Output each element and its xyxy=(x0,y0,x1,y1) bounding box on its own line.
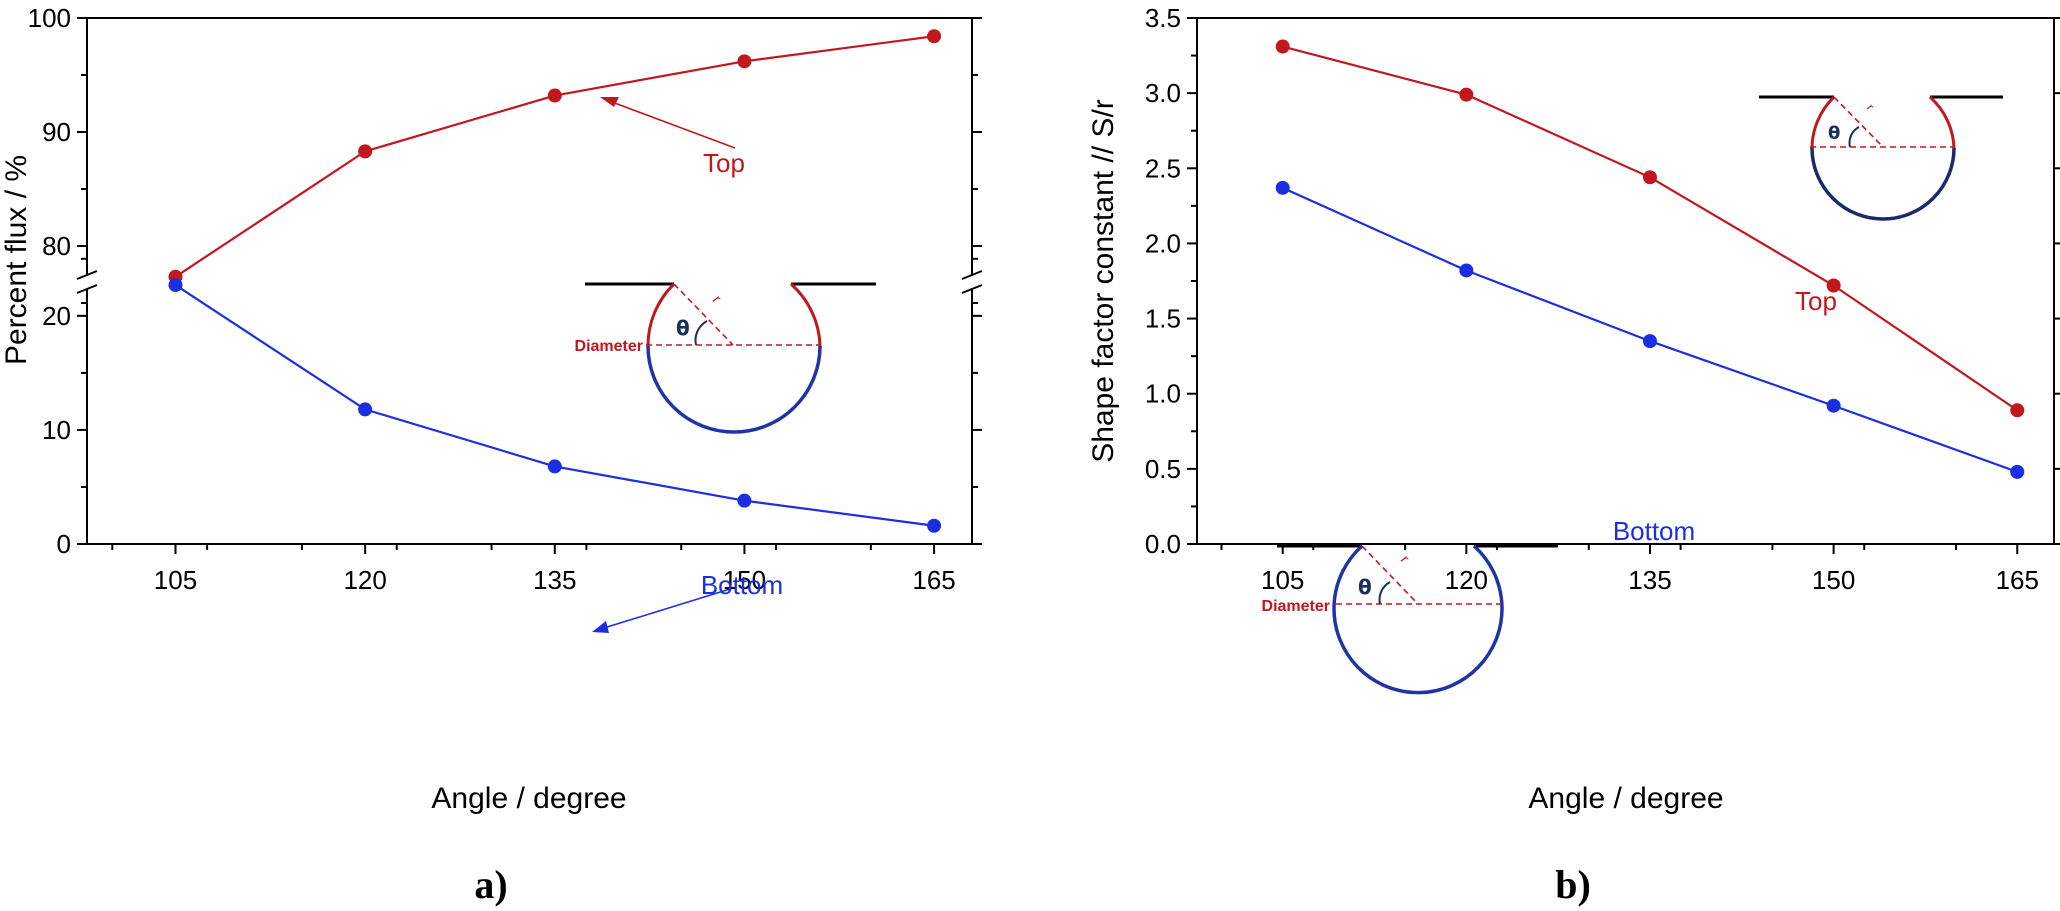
chart-a: 105 120 135 150 165 80 90 100 0 10 20 Angle / degr… xyxy=(0,3,983,907)
chart-a-break-mark-left-2 xyxy=(76,284,98,294)
inset-b-top-bottom-arc xyxy=(1810,147,1956,221)
chart-b-y-tick-label: 3.5 xyxy=(1145,3,1181,33)
chart-b-point-top xyxy=(1275,39,1290,54)
chart-a-point-bottom xyxy=(927,518,942,533)
chart-a-point-top xyxy=(547,88,562,103)
chart-b-y-tick-label: 1.5 xyxy=(1145,304,1181,334)
chart-b-x-tick-label: 105 xyxy=(1261,565,1304,595)
chart-a-break-mark-left-1 xyxy=(76,270,98,280)
chart-b-y-tick-label: 1.0 xyxy=(1145,379,1181,409)
inset-b-top-radius-label: r xyxy=(1864,101,1877,113)
inset-b-bottom-radius-label: r xyxy=(1398,552,1414,566)
inset-b-bottom-theta-label: θ xyxy=(1358,575,1372,599)
inset-b-top-arc-left xyxy=(1810,95,1836,149)
inset-a-radius-line xyxy=(673,283,734,346)
chart-b: 105 120 135 150 1650.00.51.01.52.02.53.03.5 … xyxy=(1087,3,2060,907)
chart-b-y-tick-label: 2.0 xyxy=(1145,228,1181,258)
chart-a-point-bottom xyxy=(168,278,183,293)
chart-a-inset: θ r Diameter xyxy=(575,282,876,434)
inset-b-top-theta-label: θ xyxy=(1828,123,1840,144)
chart-a-series-line-bottom xyxy=(174,284,935,527)
chart-b-bottom-annotation: Bottom xyxy=(1613,516,1695,546)
chart-b-series-line-bottom xyxy=(1282,186,2018,473)
chart-a-point-top xyxy=(927,29,942,44)
chart-a-x-axis-label: Angle / degree xyxy=(431,782,626,815)
chart-b-inset-bottom: θ r Diameter xyxy=(1262,544,1558,695)
inset-b-bottom-diameter-label: Diameter xyxy=(1262,598,1330,615)
chart-a-break-mark-right-2 xyxy=(961,284,983,294)
chart-a-top-arrow xyxy=(611,101,736,149)
chart-a-point-top xyxy=(358,144,373,159)
chart-a-y-tick-label: 90 xyxy=(42,117,71,147)
chart-b-series-lines xyxy=(1282,45,2018,473)
chart-a-data-points xyxy=(168,29,942,533)
inset-b-top-arc-right xyxy=(1928,95,1956,149)
inset-a-theta-arc xyxy=(694,320,708,346)
chart-b-point-top xyxy=(1459,87,1474,102)
chart-a-x-tick-label: 135 xyxy=(533,565,576,595)
inset-a-radius-label: r xyxy=(710,292,726,306)
chart-a-ticks: 105 120 135 150 165 80 90 100 0 10 20 xyxy=(28,3,982,595)
chart-a-point-bottom xyxy=(737,493,752,508)
chart-b-panel-label: b) xyxy=(1555,862,1591,907)
chart-b-point-top xyxy=(1826,278,1841,293)
inset-a-diameter-label: Diameter xyxy=(575,338,643,355)
chart-b-y-tick-label: 0.0 xyxy=(1145,529,1181,559)
chart-a-y-tick-label: 10 xyxy=(42,415,71,445)
chart-a-y-tick-label: 80 xyxy=(42,231,71,261)
inset-a-bottom-arc xyxy=(646,345,822,434)
chart-b-x-axis-label: Angle / degree xyxy=(1528,782,1723,815)
chart-a-y-tick-label: 0 xyxy=(57,529,71,559)
chart-b-top-annotation: Top xyxy=(1795,286,1837,316)
chart-b-inset-top: θ r xyxy=(1759,95,2003,221)
chart-a-x-tick-label: 105 xyxy=(154,565,197,595)
chart-b-point-bottom xyxy=(1459,263,1474,278)
chart-a-break-mark-right-1 xyxy=(961,270,983,280)
chart-a-top-arrowhead xyxy=(600,97,619,107)
chart-a-x-tick-label: 120 xyxy=(343,565,386,595)
inset-b-bottom-circle xyxy=(1332,544,1504,695)
chart-b-point-bottom xyxy=(1275,180,1290,195)
chart-a-x-tick-label: 150 xyxy=(723,565,766,595)
chart-b-point-bottom xyxy=(2010,464,2025,479)
chart-a-series-line-top xyxy=(174,35,935,278)
chart-a-panel-label: a) xyxy=(474,862,507,907)
chart-a-x-tick-label: 165 xyxy=(912,565,955,595)
chart-b-x-tick-label: 135 xyxy=(1628,565,1671,595)
chart-a-bottom-annotation: Bottom xyxy=(701,570,783,600)
chart-b-data-points xyxy=(1275,39,2025,479)
inset-b-top-radius-line xyxy=(1833,96,1884,148)
chart-b-y-axis-label: Shape factor constant // S/r xyxy=(1087,99,1120,463)
chart-b-point-top xyxy=(2010,403,2025,418)
chart-a-y-tick-label: 20 xyxy=(42,301,71,331)
inset-a-theta-label: θ xyxy=(676,316,690,340)
inset-b-bottom-theta-arc xyxy=(1378,581,1391,605)
chart-b-x-tick-label: 120 xyxy=(1445,565,1488,595)
chart-a-bottom-arrowhead xyxy=(592,621,609,633)
chart-a-top-annotation: Top xyxy=(703,148,745,178)
inset-a-top-arc-left xyxy=(646,282,676,347)
chart-a-bottom-arrow xyxy=(603,588,731,629)
chart-a-series-lines xyxy=(174,35,935,527)
chart-b-series-line-top xyxy=(1282,45,2018,412)
inset-b-bottom-radius-line xyxy=(1361,545,1419,605)
chart-a-point-bottom xyxy=(358,402,373,417)
inset-a-top-arc-right xyxy=(790,282,822,347)
chart-b-plot-frame xyxy=(1196,17,2055,545)
chart-b-y-tick-label: 2.5 xyxy=(1145,153,1181,183)
chart-b-point-top xyxy=(1642,170,1657,185)
chart-a-point-bottom xyxy=(547,459,562,474)
chart-b-x-tick-label: 165 xyxy=(1996,565,2039,595)
chart-b-point-bottom xyxy=(1826,398,1841,413)
chart-a-y-axis-label: Percent flux / % xyxy=(0,155,33,365)
chart-b-x-tick-label: 150 xyxy=(1812,565,1855,595)
chart-b-ticks: 105 120 135 150 165 0.0 0.5 1.0 1.5 2.0 2.5 3.0 3.5 xyxy=(1145,3,2060,595)
chart-a-y-tick-label: 100 xyxy=(28,3,71,33)
chart-b-y-tick-label: 3.0 xyxy=(1145,78,1181,108)
chart-b-point-bottom xyxy=(1642,334,1657,349)
chart-b-y-tick-label: 0.5 xyxy=(1145,454,1181,484)
chart-a-point-top xyxy=(737,54,752,69)
inset-b-top-theta-arc xyxy=(1848,126,1860,148)
